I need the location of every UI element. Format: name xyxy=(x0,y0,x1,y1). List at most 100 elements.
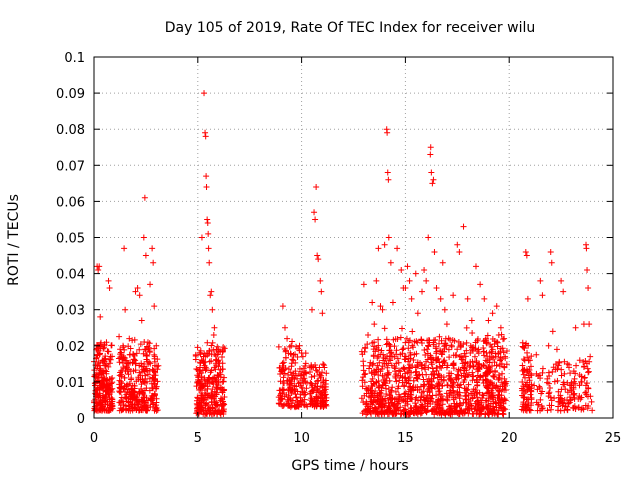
data-point xyxy=(392,336,399,343)
data-point xyxy=(433,357,440,364)
data-point xyxy=(323,370,330,377)
data-point xyxy=(214,382,221,389)
data-point xyxy=(200,359,207,366)
data-point xyxy=(389,299,396,306)
data-point xyxy=(394,245,401,252)
x-tick-label: 10 xyxy=(293,431,310,446)
data-point xyxy=(438,337,445,344)
data-point xyxy=(209,339,216,346)
data-point xyxy=(483,340,490,347)
data-point xyxy=(154,378,161,385)
data-point xyxy=(447,388,454,395)
data-point xyxy=(457,400,464,407)
data-point xyxy=(446,387,453,394)
data-point xyxy=(410,356,417,363)
data-point xyxy=(436,410,443,417)
data-point xyxy=(193,383,200,390)
data-point xyxy=(194,395,201,402)
data-point xyxy=(415,407,422,414)
data-point xyxy=(477,373,484,380)
data-point xyxy=(548,259,555,266)
data-point xyxy=(526,377,533,384)
data-point xyxy=(117,378,124,385)
data-point xyxy=(365,407,372,414)
data-point xyxy=(288,360,295,367)
data-point xyxy=(556,359,563,366)
data-point xyxy=(421,266,428,273)
data-point xyxy=(320,361,327,368)
data-point xyxy=(366,362,373,369)
data-point xyxy=(413,403,420,410)
x-tick-label: 5 xyxy=(194,431,202,446)
data-point xyxy=(502,353,509,360)
data-point xyxy=(421,397,428,404)
data-point xyxy=(193,400,200,407)
data-point xyxy=(587,353,594,360)
data-point xyxy=(96,369,103,376)
data-point xyxy=(204,339,211,346)
data-point xyxy=(440,358,447,365)
data-point xyxy=(446,406,453,413)
data-point xyxy=(208,391,215,398)
data-point xyxy=(418,336,425,343)
data-point xyxy=(202,129,209,136)
data-point xyxy=(546,389,553,396)
data-point xyxy=(106,285,113,292)
data-point xyxy=(414,386,421,393)
data-point xyxy=(397,393,404,400)
data-point xyxy=(103,339,110,346)
data-point xyxy=(492,368,499,375)
data-point xyxy=(547,394,554,401)
data-point xyxy=(108,342,115,349)
data-point xyxy=(319,399,326,406)
data-point xyxy=(147,404,154,411)
data-point xyxy=(557,392,564,399)
data-point xyxy=(220,408,227,415)
data-point xyxy=(481,411,488,418)
data-point xyxy=(407,405,414,412)
data-point xyxy=(492,350,499,357)
data-point xyxy=(384,169,391,176)
data-point xyxy=(533,351,540,358)
data-point xyxy=(320,378,327,385)
data-point xyxy=(210,331,217,338)
data-point xyxy=(96,390,103,397)
data-point xyxy=(454,346,461,353)
data-point xyxy=(487,341,494,348)
data-point xyxy=(155,362,162,369)
data-point xyxy=(589,407,596,414)
data-point xyxy=(472,263,479,270)
data-point xyxy=(539,365,546,372)
data-point xyxy=(580,363,587,370)
data-point xyxy=(95,360,102,367)
data-point xyxy=(396,377,403,384)
data-point xyxy=(496,363,503,370)
data-point xyxy=(522,374,529,381)
data-point xyxy=(399,350,406,357)
data-point xyxy=(465,371,472,378)
data-point xyxy=(300,365,307,372)
data-point xyxy=(475,368,482,375)
data-point xyxy=(399,325,406,332)
data-point xyxy=(486,395,493,402)
data-point xyxy=(424,346,431,353)
data-point xyxy=(497,355,504,362)
data-point xyxy=(147,281,154,288)
data-point xyxy=(124,381,131,388)
data-point xyxy=(495,331,502,338)
data-point xyxy=(203,400,210,407)
data-point xyxy=(152,385,159,392)
data-point xyxy=(570,391,577,398)
data-point xyxy=(205,245,212,252)
data-point xyxy=(365,331,372,338)
data-point xyxy=(454,371,461,378)
data-point xyxy=(284,335,291,342)
data-point xyxy=(116,407,123,414)
data-point xyxy=(399,397,406,404)
data-point xyxy=(117,349,124,356)
data-point xyxy=(144,339,151,346)
data-point xyxy=(456,392,463,399)
data-point xyxy=(385,386,392,393)
data-point xyxy=(137,372,144,379)
data-point xyxy=(317,389,324,396)
